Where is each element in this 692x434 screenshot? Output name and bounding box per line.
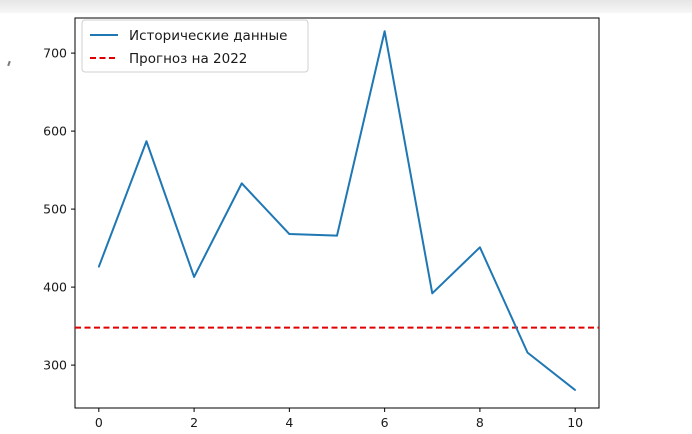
y-tick-label-500: 500 — [43, 202, 67, 217]
data-point-1 — [145, 140, 148, 143]
data-point-6 — [383, 30, 386, 33]
x-tick-label-10: 10 — [567, 415, 583, 430]
y-tick-label-300: 300 — [43, 358, 67, 373]
data-point-9 — [526, 351, 529, 354]
data-point-4 — [288, 233, 291, 235]
legend-box — [81, 19, 309, 73]
legend: Исторические данные Прогноз на 2022 — [81, 19, 309, 73]
x-tick-label-8: 8 — [476, 415, 484, 430]
legend-label-forecast: Прогноз на 2022 — [129, 51, 247, 67]
data-point-5 — [336, 234, 338, 237]
data-point-0 — [98, 266, 100, 268]
x-tick-label-2: 2 — [190, 415, 198, 430]
plot-area: 0 2 4 6 8 10 300 400 500 600 700 — [43, 17, 600, 430]
axes-frame — [74, 17, 600, 409]
data-point-10 — [574, 389, 576, 391]
legend-label-historical: Исторические данные — [129, 28, 287, 44]
series-lines — [97, 30, 576, 391]
y-tick-label-600: 600 — [43, 124, 67, 139]
window-top-strip — [0, 0, 692, 13]
y-tick-label-700: 700 — [43, 46, 67, 61]
y-axis-ticks: 300 400 500 600 700 — [43, 46, 75, 373]
y-tick-label-400: 400 — [43, 280, 67, 295]
data-point-8 — [479, 246, 481, 249]
data-point-7 — [431, 292, 434, 295]
x-tick-label-4: 4 — [285, 415, 293, 430]
x-tick-label-6: 6 — [381, 415, 389, 430]
x-axis-ticks: 0 2 4 6 8 10 — [95, 408, 583, 430]
x-tick-label-0: 0 — [95, 415, 103, 430]
data-point-3 — [240, 182, 243, 185]
data-point-2 — [193, 276, 195, 278]
